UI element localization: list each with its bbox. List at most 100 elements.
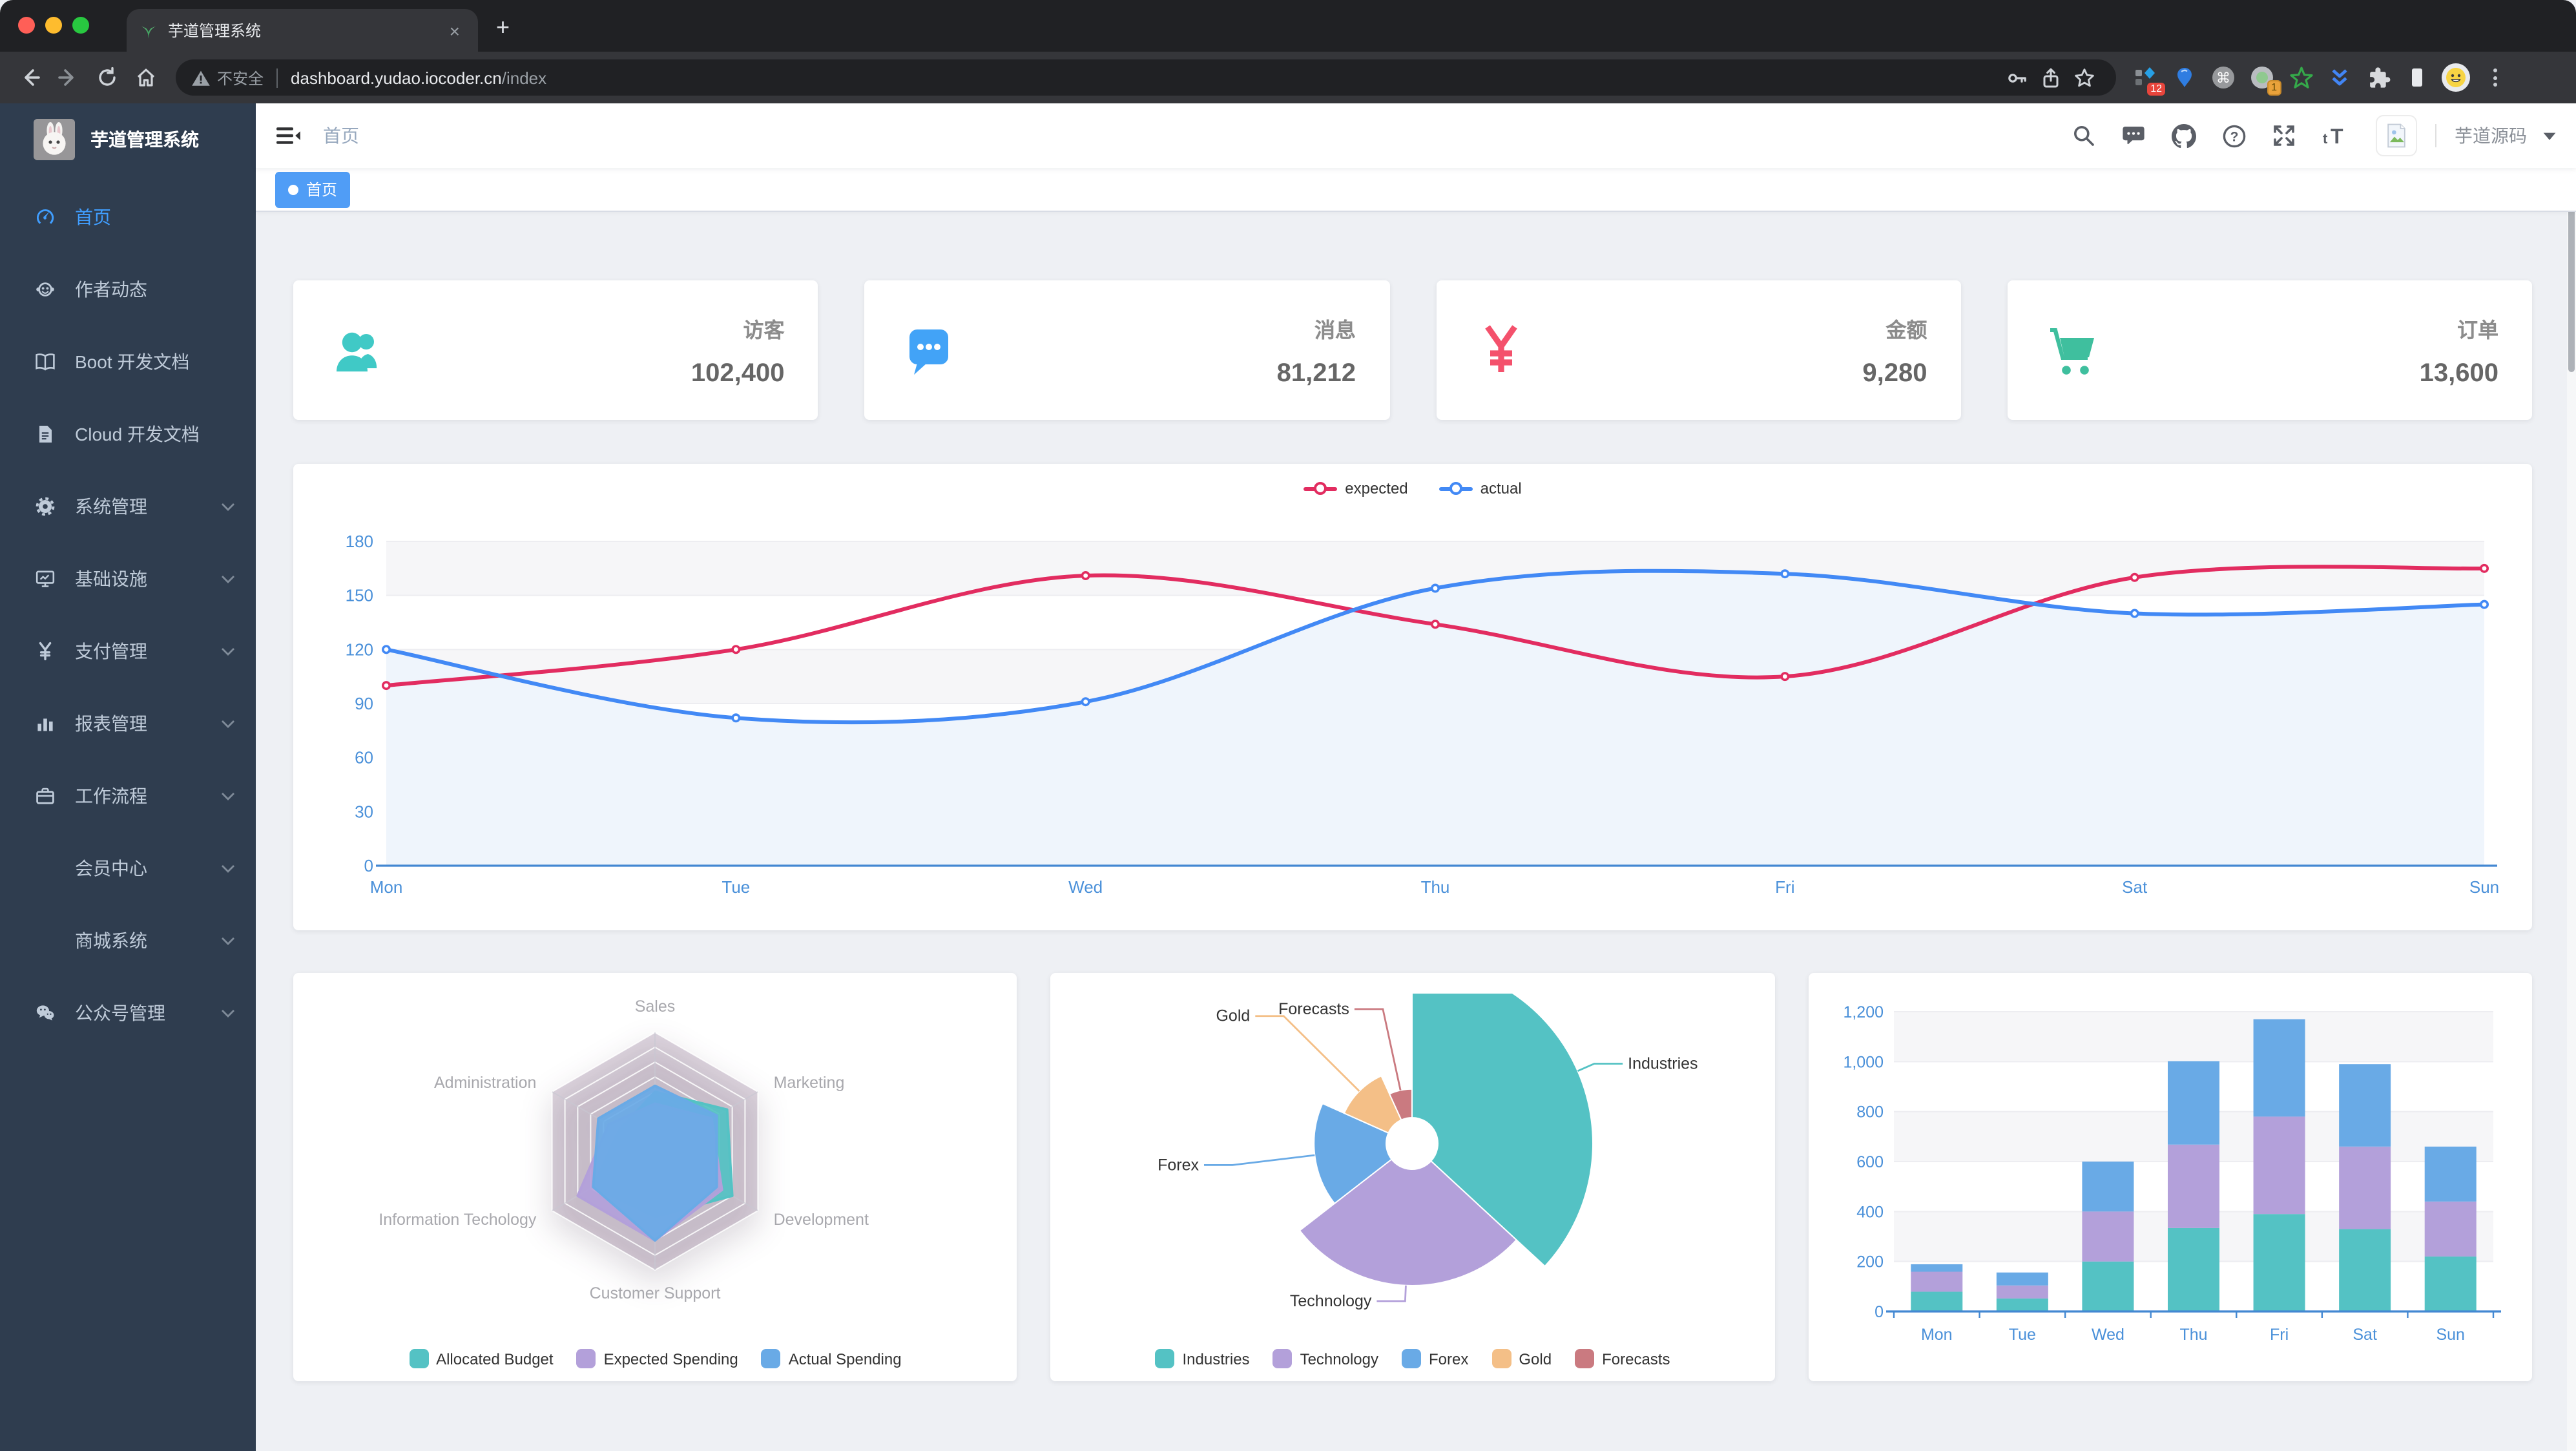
page-scrollbar[interactable] [2567, 103, 2576, 1451]
line-chart[interactable]: 0 30 60 90 120 150 180 Mon Tue Wed Thu Fri Sat Sun [314, 485, 2510, 910]
radar-chart-legend[interactable]: Allocated Budget Expected Spending Actual … [293, 1349, 1017, 1368]
extensions-puzzle-icon[interactable] [2362, 61, 2395, 94]
back-icon[interactable] [13, 61, 47, 94]
stat-card-messages[interactable]: 消息 81,212 [864, 280, 1389, 420]
extension-recorder-icon[interactable]: 1 [2245, 61, 2281, 96]
extension-green-star-icon[interactable] [2284, 61, 2318, 94]
stat-value: 81,212 [1276, 359, 1356, 387]
sidebar-item-workflow[interactable]: 工作流程 [0, 760, 256, 832]
help-icon[interactable]: ? [2222, 123, 2247, 148]
browser-profile-avatar[interactable] [2439, 61, 2473, 94]
tag-home[interactable]: 首页 [275, 171, 351, 207]
security-warning-icon[interactable] [191, 69, 211, 86]
svg-text:Thu: Thu [2179, 1326, 2207, 1344]
legend-label: Forecasts [1602, 1350, 1670, 1368]
share-icon[interactable] [2033, 61, 2067, 94]
username[interactable]: 芋道源码 [2455, 125, 2527, 146]
sidebar-item-author-news[interactable]: 作者动态 [0, 253, 256, 326]
tag-active-dot [288, 184, 298, 194]
sidebar-item-home[interactable]: 首页 [0, 181, 256, 253]
legend-item-actual[interactable]: actual [1439, 479, 1522, 497]
sidebar-item-label: Boot 开发文档 [75, 351, 190, 372]
stacked-bar-chart[interactable]: 0 200 400 600 800 1,000 1,200 Mon Tue Wed Thu Fri Sa… [1829, 994, 2511, 1361]
scrollbar-thumb[interactable] [2568, 127, 2575, 372]
pie-chart-legend[interactable]: Industries Technology Forex Gold Forecasts [1051, 1349, 1775, 1368]
legend-item-Forex[interactable]: Forex [1402, 1349, 1468, 1368]
tab-strip: 芋道管理系统 × + [0, 0, 2576, 52]
stat-card-amount[interactable]: 金额 9,280 [1436, 280, 1961, 420]
pie-chart[interactable]: Industries Technology Forex Gold Forecasts [1072, 994, 1754, 1327]
stat-value: 13,600 [2419, 359, 2498, 387]
sidebar: 芋道管理系统 首页 作者动态 [0, 103, 256, 1451]
svg-text:30: 30 [355, 802, 373, 821]
extension-tag-manager-icon[interactable]: 12 [2129, 61, 2165, 96]
forward-icon[interactable] [52, 61, 85, 94]
sidebar-item-label: 系统管理 [75, 496, 147, 517]
tab-close-icon[interactable]: × [449, 20, 460, 41]
no-icon [35, 858, 56, 879]
sidebar-item-member-center[interactable]: 会员中心 [0, 832, 256, 904]
avatar[interactable] [2376, 115, 2417, 156]
sidebar-item-wechat-official[interactable]: 公众号管理 [0, 977, 256, 1049]
extension-balloon-icon[interactable] [2168, 61, 2201, 94]
chevron-down-icon [221, 1008, 235, 1018]
svg-text:Wed: Wed [1068, 877, 1103, 897]
legend-item-Expected Spending[interactable]: Expected Spending [576, 1349, 738, 1368]
sidebar-item-mall-system[interactable]: 商城系统 [0, 904, 256, 977]
message-icon[interactable] [2121, 124, 2146, 147]
address-bar[interactable]: 不安全 dashboard.yudao.iocoder.cn/index [176, 59, 2116, 96]
line-chart-legend[interactable]: expected actual [293, 479, 2532, 497]
svg-text:Gold: Gold [1216, 1007, 1251, 1025]
legend-item-Technology[interactable]: Technology [1272, 1349, 1378, 1368]
legend-label: Expected Spending [603, 1350, 738, 1368]
hamburger-icon[interactable] [275, 123, 301, 149]
legend-item-Actual Spending[interactable]: Actual Spending [761, 1349, 902, 1368]
stat-label: 访客 [743, 320, 785, 342]
breadcrumb[interactable]: 首页 [323, 125, 359, 146]
legend-item-Gold[interactable]: Gold [1491, 1349, 1552, 1368]
new-tab-button[interactable]: + [496, 14, 510, 40]
home-icon[interactable] [129, 61, 163, 94]
sidebar-item-infrastructure[interactable]: 基础设施 [0, 543, 256, 615]
browser-menu-icon[interactable] [2478, 61, 2511, 94]
sidebar-item-system-management[interactable]: 系统管理 [0, 470, 256, 543]
sidebar-item-boot-docs[interactable]: Boot 开发文档 [0, 326, 256, 398]
sidebar-item-label: 公众号管理 [75, 1003, 165, 1023]
sidebar-logo[interactable]: 芋道管理系统 [0, 103, 256, 176]
window-zoom-button[interactable] [72, 17, 89, 34]
stat-value: 9,280 [1862, 359, 1927, 387]
legend-label: Industries [1182, 1350, 1250, 1368]
stat-card-orders[interactable]: 订单 13,600 [2007, 280, 2532, 420]
window-close-button[interactable] [18, 17, 35, 34]
legend-item-Forecasts[interactable]: Forecasts [1575, 1349, 1670, 1368]
browser-chrome: 芋道管理系统 × + 不安全 d [0, 0, 2576, 103]
sidebar-item-payment-management[interactable]: 支付管理 [0, 615, 256, 687]
tag-label: 首页 [306, 181, 338, 199]
extension-command-icon[interactable]: ⌘ [2207, 61, 2240, 94]
extension-panel-icon[interactable] [2400, 61, 2434, 94]
sidebar-item-report-management[interactable]: 报表管理 [0, 687, 256, 760]
search-icon[interactable] [2072, 124, 2095, 147]
fullscreen-icon[interactable] [2272, 124, 2296, 147]
extension-double-chevron-icon[interactable] [2323, 61, 2356, 94]
reload-icon[interactable] [90, 61, 124, 94]
legend-item-expected[interactable]: expected [1304, 479, 1408, 497]
caret-down-icon[interactable] [2542, 131, 2557, 140]
sidebar-item-label: 工作流程 [75, 786, 147, 806]
url-host: dashboard.yudao.iocoder.cn [291, 68, 502, 87]
legend-item-Industries[interactable]: Industries [1155, 1349, 1250, 1368]
stat-card-visitors[interactable]: 访客 102,400 [293, 280, 818, 420]
browser-tab[interactable]: 芋道管理系统 × [127, 9, 478, 52]
book-icon [35, 351, 56, 372]
svg-text:Customer Support: Customer Support [590, 1284, 721, 1302]
github-icon[interactable] [2172, 123, 2196, 148]
bar-chart-icon [35, 713, 56, 734]
window-minimize-button[interactable] [45, 17, 62, 34]
password-key-icon[interactable] [2000, 61, 2033, 94]
bookmark-star-icon[interactable] [2067, 61, 2101, 94]
radar-chart[interactable]: Sales Administration Information Techology… [314, 994, 996, 1327]
sidebar-item-cloud-docs[interactable]: Cloud 开发文档 [0, 398, 256, 470]
legend-item-Allocated Budget[interactable]: Allocated Budget [409, 1349, 554, 1368]
